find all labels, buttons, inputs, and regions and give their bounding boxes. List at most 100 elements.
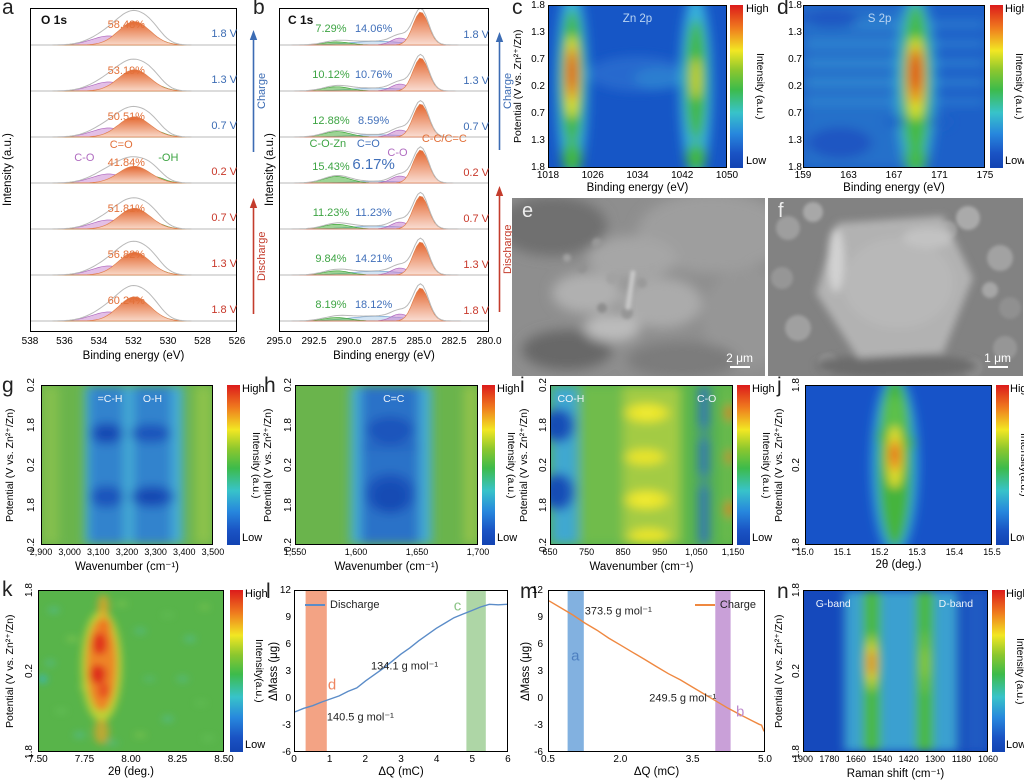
band-label-oh: O-H (142, 393, 163, 405)
y-axis-ticks: 1.8 0.2 1.8 (790, 583, 802, 759)
panel-letter-k: k (2, 578, 13, 601)
line-chart-discharge: Discharge d c 134.1 g mol⁻¹ 140.5 g mol⁻¹ (294, 590, 508, 752)
y-axis-label: Potential (V vs. Zn²⁺/Zn) (773, 408, 785, 522)
charge-arrow-icon (495, 32, 504, 150)
peak-percentage: 58.48% (107, 19, 145, 31)
colorbar-high-label: High (1010, 383, 1024, 395)
x-axis-ticks: 1900 1780 1660 1540 1420 1300 1180 1060 (792, 754, 998, 764)
y-axis-label: Potential (V vs. Zn²⁺/Zn) (518, 408, 530, 522)
colorbar-axis-label: Intensity (a.u.) (1013, 53, 1024, 120)
colorbar-low-label: Low (1005, 155, 1024, 167)
plot-title: S 2p (867, 13, 892, 25)
colorbar (737, 385, 750, 545)
heatmap-s2p: S 2p (803, 5, 985, 168)
colorbar-high-label: High (752, 383, 775, 395)
colorbar (227, 385, 240, 545)
band-label-co: C-O (697, 393, 717, 405)
colorbar (996, 385, 1009, 545)
slope-annotation: 249.5 g mol⁻¹ (649, 692, 717, 705)
y-axis-ticks: 0.2 1.8 0.2 1.8 0.2 (537, 378, 549, 552)
x-axis-label: 2θ (deg.) (107, 766, 155, 778)
heatmap-canvas (551, 386, 732, 544)
x-axis-ticks: 7.50 7.75 8.00 8.25 8.50 (28, 754, 234, 765)
voltage-label: 0.7 V (463, 121, 489, 133)
sem-canvas (768, 198, 1023, 376)
colorbar (230, 590, 243, 752)
x-axis-label: Wavenumber (cm⁻¹) (74, 561, 180, 573)
panel-f: f 1 μm (766, 196, 1024, 378)
x-axis-ticks: 538 536 534 532 530 528 526 (21, 336, 246, 347)
region-label-a: a (571, 647, 580, 665)
x-axis-ticks: 1018 1026 1034 1042 1050 (536, 170, 739, 181)
legend: Charge (694, 599, 756, 611)
heatmap-canvas (296, 386, 477, 544)
y-axis-ticks: 1.8 0.2 1.8 (790, 378, 802, 552)
y-axis-ticks: 0.2 1.8 0.2 1.8 0.2 (282, 378, 294, 552)
heatmap-ftir-oh: =C-H O-H (41, 385, 213, 545)
colorbar-axis-label: Intensity(a.u.) (253, 639, 265, 703)
line-chart-canvas (549, 591, 764, 751)
percentage-cozn: 12.88% (312, 115, 350, 127)
y-axis-ticks: 0.2 1.8 0.2 1.8 0.2 (25, 378, 37, 552)
colorbar-high-label: High (245, 588, 268, 600)
y-axis-label: Intensity (a.u.) (264, 133, 276, 207)
percentage-ceo: 11.23% (355, 207, 392, 219)
discharge-arrow-icon (249, 198, 258, 314)
panel-letter-a: a (2, 0, 14, 19)
voltage-label: 0.2 V (463, 167, 489, 179)
peak-percentage: 41.84% (107, 157, 145, 169)
colorbar-high-label: High (1005, 3, 1024, 15)
colorbar-low-label: Low (497, 532, 518, 544)
panel-letter-l: l (266, 580, 271, 603)
panel-j: j Potential (V vs. Zn²⁺/Zn) 1.8 0.2 1.8 (773, 374, 1024, 580)
y-axis-ticks: 1.8 0.2 1.8 (23, 583, 35, 759)
peak-percentage: 53.19% (107, 65, 145, 77)
x-axis-label: Binding energy (eV) (586, 182, 689, 194)
percentage-cozn: 9.84% (315, 253, 347, 265)
colorbar (992, 590, 1005, 752)
y-axis-label: Potential (V vs. Zn²⁺/Zn) (4, 408, 16, 522)
colorbar-low-label: Low (1006, 739, 1024, 751)
spectra-canvas (280, 9, 488, 322)
panel-e: e 2 μm (510, 196, 766, 378)
percentage-cozn: 7.29% (315, 23, 347, 35)
legend-line-icon (305, 604, 325, 606)
legend-line-icon (694, 604, 715, 606)
panel-letter-c: c (512, 0, 523, 19)
plot-title: O 1s (41, 13, 68, 27)
percentage-ceo: 18.12% (354, 299, 393, 311)
colorbar-high-label: High (1006, 588, 1024, 600)
panel-k: k Potential (V vs. Zn²⁺/Zn) 1.8 0.2 1.8 (0, 578, 268, 784)
panel-letter-b: b (253, 0, 265, 19)
y-axis-label: Potential (V vs. Zn²⁺/Zn) (262, 408, 274, 522)
panel-d: d 1.8 1.3 0.7 0.2 0.7 1.3 1.8 (766, 0, 1024, 198)
charge-arrow-icon (249, 30, 258, 152)
band-label-coh: CO-H (557, 393, 585, 405)
heatmap-raman: G-band D-band (803, 590, 988, 752)
scale-bar-line (987, 366, 1008, 368)
percentage-ceo: 8.59% (357, 115, 390, 127)
voltage-label: 0.2 V (211, 166, 237, 178)
panel-letter-h: h (264, 374, 276, 397)
colorbar-axis-label: Intensity (a.u.) (760, 431, 772, 499)
x-axis-label: Wavenumber (cm⁻¹) (334, 561, 439, 573)
voltage-label: 1.3 V (463, 259, 489, 271)
panel-letter-i: i (520, 374, 525, 397)
panel-letter-f: f (778, 200, 784, 222)
component-label-cozn: C-O-Zn (309, 138, 347, 150)
percentage-cozn: 8.19% (315, 299, 347, 311)
region-label-b: b (735, 703, 745, 721)
voltage-label: 0.7 V (211, 120, 237, 132)
panel-letter-j: j (777, 374, 782, 397)
heatmap-xrd-15deg (805, 385, 992, 545)
percentage-ceo: 10.76% (354, 69, 393, 81)
panel-h: h Potential (V vs. Zn²⁺/Zn) 0.2 1.8 0.2 1.8… (262, 374, 520, 580)
panel-l: l ΔMass (μg) 12 9 6 3 0 -3 -6 Discharge d c 134.… (262, 578, 520, 784)
scale-bar: 2 μm (726, 351, 753, 368)
voltage-label: 0.7 V (463, 213, 489, 225)
voltage-label: 1.8 V (463, 29, 489, 41)
panel-letter-e: e (522, 200, 534, 222)
voltage-label: 1.8 V (211, 28, 237, 40)
scale-bar: 1 μm (984, 351, 1011, 368)
